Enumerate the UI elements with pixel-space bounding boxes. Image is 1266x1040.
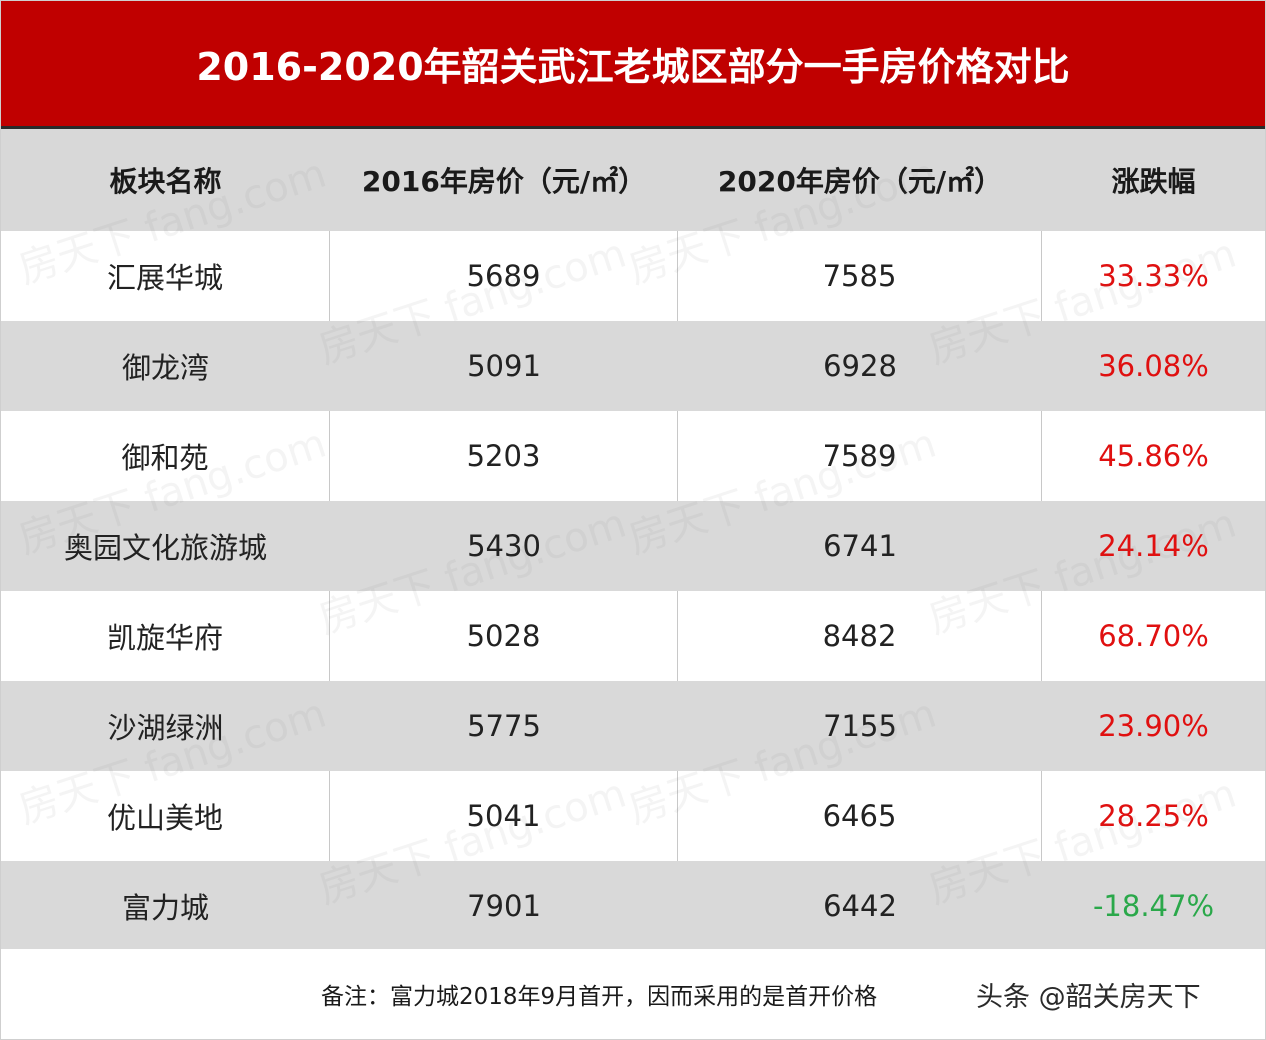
price-2016-cell: 5775 — [467, 709, 541, 743]
block-name-cell: 优山美地 — [1, 771, 330, 861]
change-cell: 24.14% — [1098, 529, 1209, 563]
table-header-row: 板块名称 2016年房价（元/㎡） 2020年房价（元/㎡） 涨跌幅 — [1, 129, 1265, 231]
change-cell: 33.33% — [1098, 259, 1209, 293]
page-title: 2016-2020年韶关武江老城区部分一手房价格对比 — [196, 45, 1070, 89]
table-row: 富力城 7901 6442 -18.47% — [1, 861, 1265, 951]
change-cell: 23.90% — [1098, 709, 1209, 743]
price-2020-cell: 7585 — [678, 231, 1042, 321]
price-2016-cell: 5091 — [467, 349, 541, 383]
table-row: 凯旋华府 5028 8482 68.70% — [1, 591, 1265, 681]
price-2020-cell: 8482 — [678, 591, 1042, 681]
price-2016-cell: 5430 — [467, 529, 541, 563]
block-name-cell: 凯旋华府 — [1, 591, 330, 681]
table-row: 汇展华城 5689 7585 33.33% — [1, 231, 1265, 321]
price-comparison-table: 板块名称 2016年房价（元/㎡） 2020年房价（元/㎡） 涨跌幅 汇展华城 … — [1, 129, 1265, 951]
price-2016-cell: 5689 — [330, 231, 678, 321]
block-name-cell: 御和苑 — [1, 411, 330, 501]
price-2020-cell: 7589 — [678, 411, 1042, 501]
source-credit: 头条 @韶关房天下 — [976, 982, 1201, 1013]
price-2020-cell: 6442 — [823, 889, 897, 923]
change-cell: 45.86% — [1098, 439, 1209, 473]
block-name-cell: 汇展华城 — [1, 231, 330, 321]
footnote: 备注：富力城2018年9月首开，因而采用的是首开价格 — [321, 984, 878, 1010]
price-2016-cell: 5203 — [330, 411, 678, 501]
table-row: 沙湖绿洲 5775 7155 23.90% — [1, 681, 1265, 771]
price-2016-cell: 7901 — [467, 889, 541, 923]
footer: 备注：富力城2018年9月首开，因而采用的是首开价格 头条 @韶关房天下 — [1, 949, 1265, 1039]
block-name-cell: 御龙湾 — [121, 351, 209, 385]
change-cell: 36.08% — [1098, 349, 1209, 383]
price-2020-cell: 7155 — [823, 709, 897, 743]
price-2020-cell: 6928 — [823, 349, 897, 383]
table-row: 御龙湾 5091 6928 36.08% — [1, 321, 1265, 411]
change-cell: 68.70% — [1098, 619, 1209, 653]
header-price-2020: 2020年房价（元/㎡） — [717, 165, 1003, 198]
header-price-2016: 2016年房价（元/㎡） — [361, 165, 647, 198]
table-row: 御和苑 5203 7589 45.86% — [1, 411, 1265, 501]
table-row: 优山美地 5041 6465 28.25% — [1, 771, 1265, 861]
change-cell: -18.47% — [1092, 889, 1215, 923]
price-2020-cell: 6465 — [678, 771, 1042, 861]
price-2020-cell: 6741 — [823, 529, 897, 563]
block-name-cell: 奥园文化旅游城 — [63, 531, 267, 565]
table-row: 奥园文化旅游城 5430 6741 24.14% — [1, 501, 1265, 591]
title-bar: 2016-2020年韶关武江老城区部分一手房价格对比 — [1, 1, 1265, 129]
change-cell: 28.25% — [1098, 799, 1209, 833]
price-2016-cell: 5028 — [330, 591, 678, 681]
price-2016-cell: 5041 — [330, 771, 678, 861]
header-change: 涨跌幅 — [1111, 165, 1196, 198]
block-name-cell: 富力城 — [121, 891, 209, 925]
header-block-name: 板块名称 — [109, 165, 222, 198]
block-name-cell: 沙湖绿洲 — [107, 711, 224, 745]
